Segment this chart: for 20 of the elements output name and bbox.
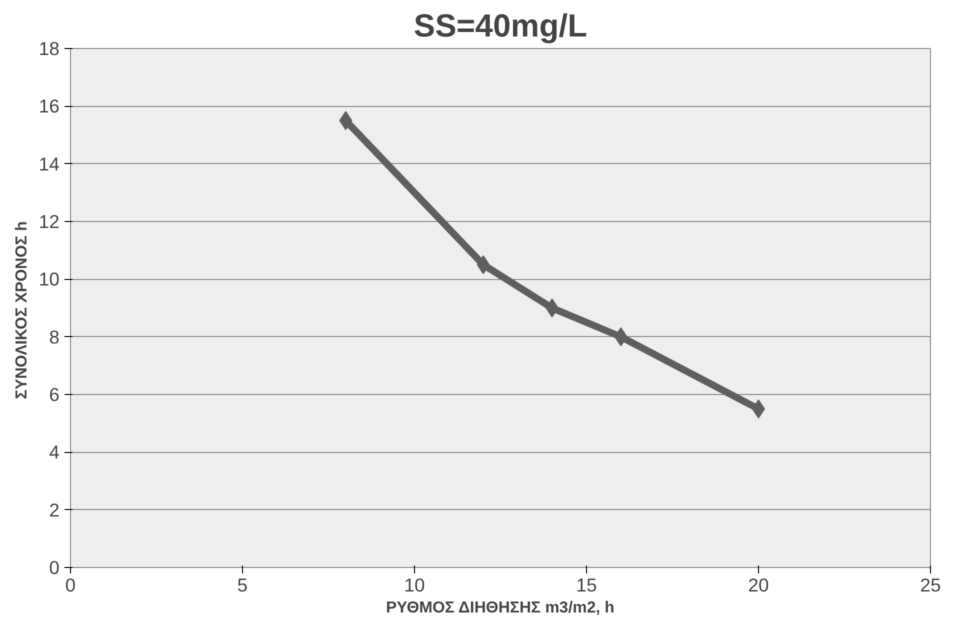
y-tick-label: 4 bbox=[49, 442, 60, 463]
x-axis-title: ΡΥΘΜΟΣ ΔΙΗΘΗΣΗΣ m3/m2, h bbox=[386, 600, 614, 616]
y-tick-label: 8 bbox=[49, 326, 60, 348]
x-tick-label: 5 bbox=[237, 574, 248, 596]
y-tick-label: 0 bbox=[49, 557, 60, 578]
x-tick-label: 20 bbox=[748, 574, 769, 596]
y-tick-label: 2 bbox=[49, 499, 60, 520]
y-tick-label: 18 bbox=[38, 38, 60, 59]
y-tick-label: 12 bbox=[38, 211, 60, 232]
y-tick-label: 6 bbox=[49, 384, 60, 405]
x-tick-label: 10 bbox=[404, 574, 425, 596]
x-tick-label: 15 bbox=[576, 574, 597, 596]
x-tick-label: 0 bbox=[65, 574, 76, 596]
y-axis-title: ΣΥΝΟΛΙΚΟΣ ΧΡΟΝΟΣ h bbox=[14, 221, 31, 400]
y-tick-label: 10 bbox=[38, 268, 60, 290]
y-tick-label: 16 bbox=[38, 96, 60, 117]
chart-title: SS=40mg/L bbox=[414, 8, 588, 44]
y-tick-label: 14 bbox=[38, 153, 60, 174]
point bbox=[546, 298, 559, 318]
x-tick-label: 25 bbox=[920, 574, 941, 596]
